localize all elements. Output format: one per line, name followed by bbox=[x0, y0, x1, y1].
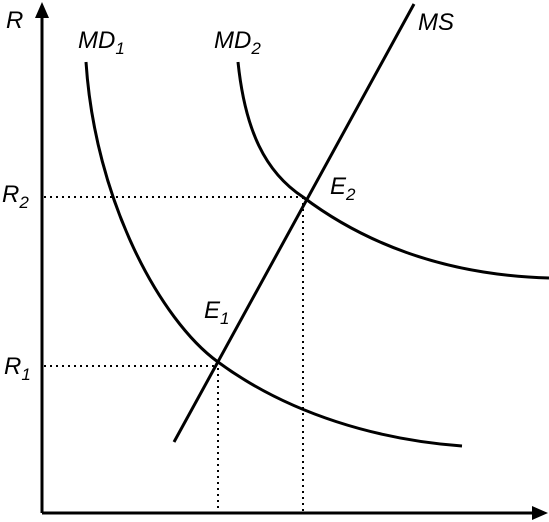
label-sub: 2 bbox=[250, 39, 261, 58]
ms-curve bbox=[172, 3, 416, 443]
curve-label: MS bbox=[418, 9, 454, 36]
level-label: R1 bbox=[4, 353, 31, 384]
label-main: MD bbox=[78, 27, 115, 54]
label-sub: 2 bbox=[345, 185, 356, 204]
equilibrium-label: E2 bbox=[330, 173, 356, 204]
curve-label: MD2 bbox=[214, 27, 261, 58]
label-sub: 1 bbox=[115, 39, 124, 58]
axis-label: R bbox=[6, 7, 23, 34]
label-main: MD bbox=[214, 27, 251, 54]
x-axis-arrow bbox=[532, 506, 548, 520]
label-sub: 2 bbox=[18, 193, 29, 212]
label-sub: 1 bbox=[21, 365, 30, 384]
label-main: E bbox=[330, 173, 347, 200]
md1-curve bbox=[84, 61, 463, 448]
label-main: R bbox=[4, 353, 21, 380]
label-main: E bbox=[204, 297, 221, 324]
label-sub: 1 bbox=[220, 309, 229, 328]
curve-label: MD1 bbox=[78, 27, 125, 58]
level-label: R2 bbox=[2, 181, 29, 212]
equilibrium-label: E1 bbox=[204, 297, 229, 328]
y-axis-arrow bbox=[35, 2, 49, 18]
label-main: MS bbox=[418, 9, 454, 36]
md2-curve bbox=[236, 61, 549, 280]
label-main: R bbox=[2, 181, 19, 208]
